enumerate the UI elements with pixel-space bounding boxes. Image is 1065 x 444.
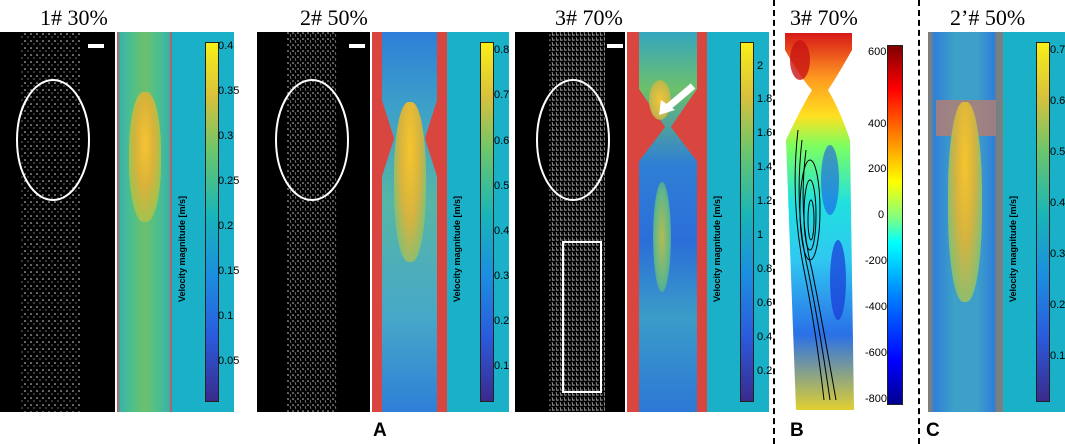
axis-label-C: Velocity magnitude [m/s]	[1008, 195, 1018, 302]
velocity-field-C	[928, 32, 1003, 412]
tick-2-6: 0.2	[494, 315, 510, 327]
separator-2	[918, 0, 920, 444]
colorbar-3	[740, 42, 754, 402]
colorbar-panel-2: Velocity magnitude [m/s] 0.8 0.7 0.6 0.5…	[447, 32, 509, 412]
velocity-field-1	[117, 32, 172, 412]
tick-3-4: 1.2	[757, 195, 773, 207]
tick-3-5: 1	[757, 229, 764, 241]
colorbar-1	[205, 42, 219, 402]
colorbar-panel-1: Velocity magnitude [m/s] 0.4 0.35 0.3 0.…	[172, 32, 239, 412]
arrow-icon	[659, 83, 696, 115]
panel2-title: 2# 50%	[300, 5, 368, 30]
colorbar-2	[480, 42, 494, 402]
colorbar-panel-C: Velocity magnitude [m/s] 0.7 0.6 0.5 0.4…	[1003, 32, 1065, 412]
tick-C-4: 0.3	[1050, 248, 1065, 260]
tick-2-0: 0.8	[494, 44, 510, 56]
jet-tail-3	[653, 182, 671, 292]
tick-2-3: 0.5	[494, 180, 510, 192]
tick-B-0: 600	[868, 46, 887, 58]
panel3-title: 3# 70%	[555, 5, 623, 30]
tick-2-1: 0.7	[494, 89, 510, 101]
tick-C-2: 0.5	[1050, 146, 1065, 158]
tick-3-8: 0.4	[757, 331, 773, 343]
tick-3-9: 0.2	[757, 365, 773, 377]
tick-B-2: 200	[868, 163, 887, 175]
tick-1-6: 0.1	[218, 310, 234, 322]
tick-1-2: 0.3	[218, 130, 234, 142]
piv-image-2	[257, 32, 370, 412]
label-C: C	[926, 420, 940, 441]
velocity-field-2	[372, 32, 447, 412]
tick-3-1: 1.8	[757, 93, 773, 105]
piv-particles-3	[536, 32, 623, 412]
tick-3-2: 1.6	[757, 127, 773, 139]
tick-B-7: -800	[865, 393, 888, 405]
tick-1-7: 0.05	[218, 355, 240, 367]
colorbar-panel-3: Velocity magnitude [m/s] 2 1.8 1.6 1.4 1…	[707, 32, 773, 412]
colorbar-C	[1036, 42, 1050, 402]
label-A: A	[373, 420, 387, 441]
tick-2-4: 0.4	[494, 225, 510, 237]
tick-3-7: 0.6	[757, 297, 773, 309]
tick-3-3: 1.4	[757, 161, 773, 173]
tick-B-1: 400	[868, 118, 887, 130]
tick-C-1: 0.6	[1050, 95, 1065, 107]
tick-1-4: 0.2	[218, 220, 234, 232]
tick-2-5: 0.3	[494, 270, 510, 282]
tick-C-5: 0.2	[1050, 299, 1065, 311]
tick-B-3: 0	[878, 209, 885, 221]
label-B: B	[790, 420, 804, 441]
piv-particles-1	[16, 32, 104, 412]
tick-1-0: 0.4	[218, 40, 234, 52]
tick-1-1: 0.35	[218, 85, 240, 97]
piv-image-3	[515, 32, 625, 412]
colorbar-B	[887, 45, 903, 405]
piv-particles-2	[275, 32, 365, 412]
tick-C-3: 0.4	[1050, 197, 1065, 209]
axis-label-1: Velocity magnitude [m/s]	[177, 195, 187, 302]
tick-2-2: 0.6	[494, 135, 510, 147]
jet-core-2	[394, 102, 426, 262]
vorticity-field	[785, 33, 854, 410]
tick-B-4: -200	[865, 255, 888, 267]
piv-image-1	[0, 32, 115, 412]
panelB-title: 3# 70%	[790, 5, 858, 30]
tick-B-5: -400	[865, 301, 888, 313]
tick-1-3: 0.25	[218, 175, 240, 187]
tick-1-5: 0.15	[218, 265, 240, 277]
axis-label-2: Velocity magnitude [m/s]	[452, 195, 462, 302]
tick-C-6: 0.1	[1050, 350, 1065, 362]
tick-2-7: 0.1	[494, 360, 510, 372]
separator-1	[773, 0, 775, 444]
tick-3-0: 2	[757, 60, 764, 72]
tick-C-0: 0.7	[1050, 44, 1065, 56]
axis-label-3: Velocity magnitude [m/s]	[712, 195, 722, 302]
tick-B-6: -600	[865, 347, 888, 359]
panel1-title: 1# 30%	[40, 5, 108, 30]
velocity-field-3	[627, 32, 707, 412]
jet-core-1	[129, 92, 161, 222]
tick-3-6: 0.8	[757, 263, 773, 275]
jet-core-C	[948, 102, 982, 302]
panelC-title: 2’# 50%	[950, 5, 1026, 30]
